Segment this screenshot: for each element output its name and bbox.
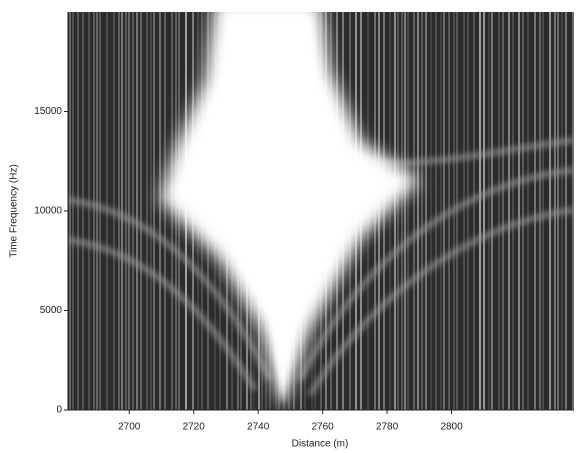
x-tick-label: 2800 [440,422,463,433]
x-tick-label: 2740 [247,422,270,433]
y-tick-label: 15000 [34,106,62,117]
spectrogram [68,12,574,410]
x-tick-label: 2700 [118,422,141,433]
y-axis-label: Time Frequency (Hz) [9,164,20,258]
y-tick-label: 5000 [40,305,63,316]
y-tick-label: 10000 [34,206,62,217]
x-tick-label: 2760 [311,422,334,433]
bright-core [200,20,360,405]
y-tick-label: 0 [56,405,62,416]
x-axis-label: Distance (m) [292,439,349,450]
x-tick-label: 2720 [183,422,206,433]
x-tick-label: 2780 [376,422,399,433]
